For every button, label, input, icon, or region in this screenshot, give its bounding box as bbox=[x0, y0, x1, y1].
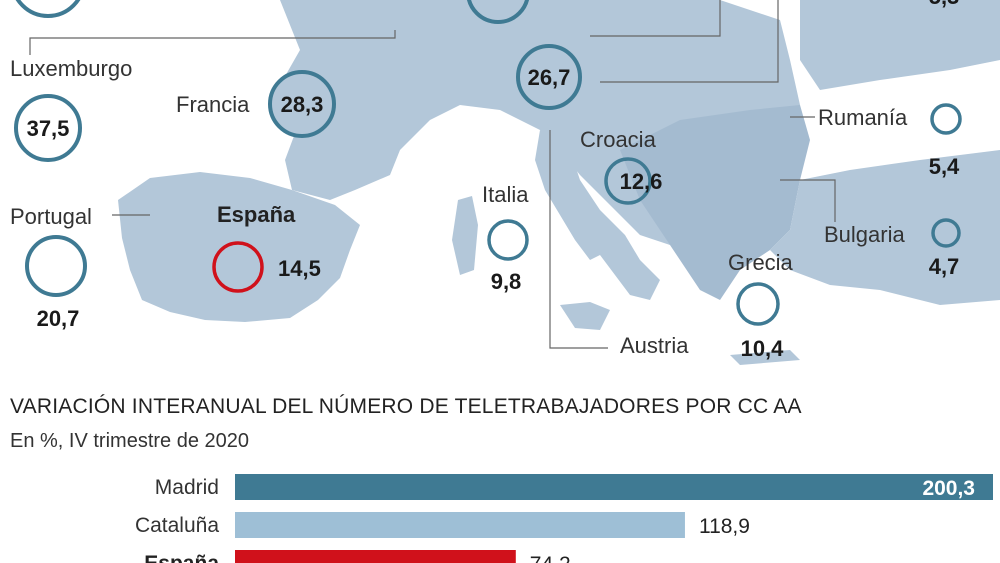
land-east bbox=[770, 150, 1000, 305]
bar-2 bbox=[235, 550, 516, 563]
map-land bbox=[118, 0, 1000, 365]
bubble-grecia bbox=[736, 282, 780, 326]
label-grecia: Grecia bbox=[728, 250, 794, 275]
bubble-center bbox=[516, 44, 582, 110]
value-francia: 28,3 bbox=[281, 92, 324, 117]
leader-lines bbox=[29, 0, 836, 349]
bar-label-1: Cataluña bbox=[135, 514, 219, 537]
bar-label-2: España bbox=[144, 552, 219, 563]
land-crete bbox=[730, 350, 800, 365]
bubble-top-left bbox=[15, 0, 81, 18]
land-sardinia bbox=[452, 196, 478, 275]
bubble-bulgaria bbox=[931, 218, 961, 248]
bar-1 bbox=[235, 512, 685, 538]
bubble-luxemburgo bbox=[14, 94, 82, 162]
bar-value-1: 118,9 bbox=[699, 515, 750, 538]
bar-label-0: Madrid bbox=[155, 476, 219, 499]
bar-chart: Madrid 200,3 Cataluña 118,9 España 74,2 bbox=[135, 474, 993, 563]
bar-value-0: 200,3 bbox=[922, 477, 975, 500]
value-bulgaria: 4,7 bbox=[929, 254, 960, 279]
land-balkans bbox=[620, 105, 810, 300]
value-luxemburgo: 37,5 bbox=[27, 116, 70, 141]
label-italia: Italia bbox=[482, 182, 529, 207]
bubble-espana bbox=[212, 241, 264, 293]
land-italy bbox=[535, 130, 660, 300]
value-croacia: 12,6 bbox=[620, 169, 663, 194]
bubble-italia bbox=[487, 219, 529, 261]
bubble-francia bbox=[268, 70, 336, 138]
land-sicily bbox=[560, 302, 610, 330]
value-grecia: 10,4 bbox=[741, 336, 785, 361]
bar-chart-subtitle: En %, IV trimestre de 2020 bbox=[10, 430, 250, 452]
value-center: 26,7 bbox=[528, 65, 571, 90]
land-iberia bbox=[118, 172, 360, 322]
leader-top bbox=[590, 0, 721, 37]
bar-value-2: 74,2 bbox=[530, 553, 571, 563]
label-francia: Francia bbox=[176, 92, 250, 117]
value-espana: 14,5 bbox=[278, 256, 321, 281]
leader-top2 bbox=[600, 0, 779, 83]
bar-0 bbox=[235, 474, 993, 500]
value-portugal: 20,7 bbox=[37, 306, 80, 331]
bubble-portugal bbox=[25, 235, 87, 297]
leader-luxemburgo bbox=[29, 30, 396, 55]
bubble-croacia bbox=[604, 157, 652, 205]
leader-austria bbox=[549, 130, 608, 349]
label-bulgaria: Bulgaria bbox=[824, 222, 905, 247]
value-rumania: 5,4 bbox=[929, 154, 960, 179]
value-top-right-cut: 5,3 bbox=[929, 0, 960, 9]
leader-bulgaria bbox=[780, 179, 836, 222]
label-portugal: Portugal bbox=[10, 204, 92, 229]
label-austria: Austria bbox=[620, 333, 689, 358]
value-italia: 9,8 bbox=[491, 269, 522, 294]
label-luxemburgo: Luxemburgo bbox=[10, 56, 132, 81]
label-rumania: Rumanía bbox=[818, 105, 908, 130]
label-croacia: Croacia bbox=[580, 127, 657, 152]
label-espana: España bbox=[217, 202, 296, 227]
land-northeast bbox=[800, 0, 1000, 90]
bar-chart-title: VARIACIÓN INTERANUAL DEL NÚMERO DE TELET… bbox=[10, 395, 802, 418]
europe-map: Luxemburgo 37,5 Francia 28,3 26,7 Rumaní… bbox=[10, 0, 1000, 365]
bubble-top-center bbox=[467, 0, 529, 24]
bubble-rumania bbox=[930, 103, 962, 135]
